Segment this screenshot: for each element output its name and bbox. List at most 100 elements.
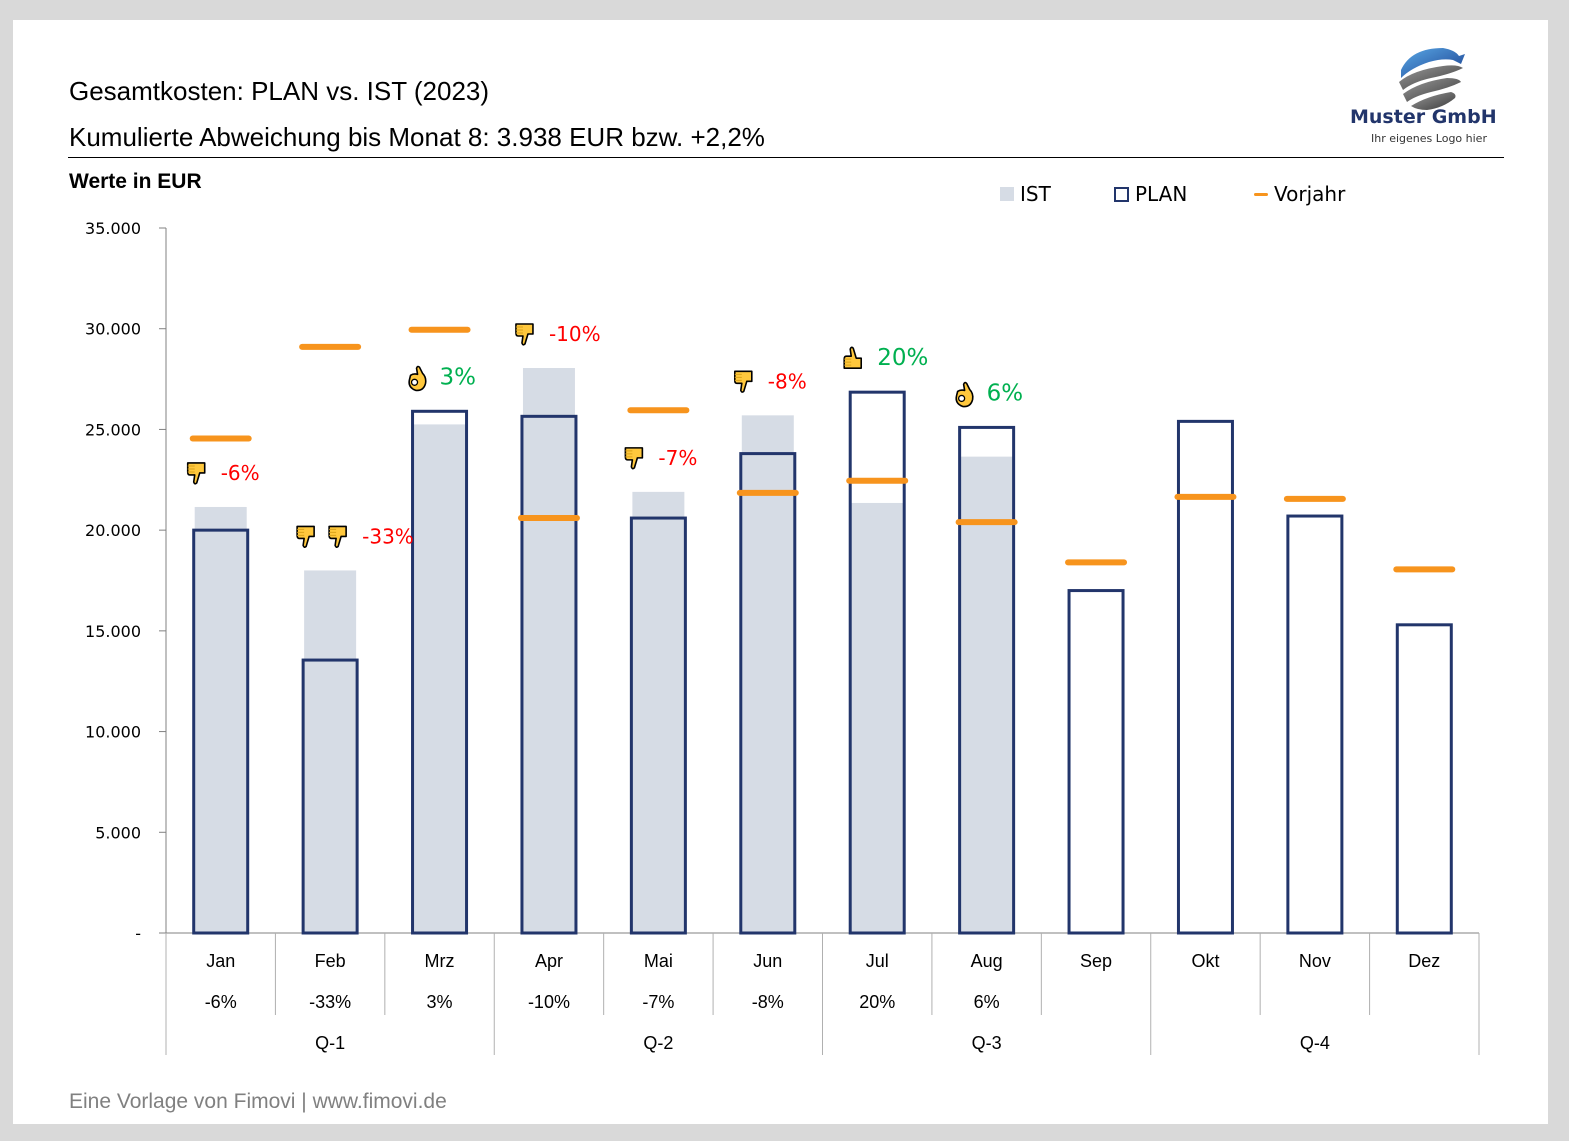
ok-hand-ring xyxy=(957,394,966,403)
y-tick-label: 35.000 xyxy=(85,219,141,238)
thumb-shape xyxy=(733,370,753,393)
x-month-label: Jan xyxy=(206,951,235,971)
thumbs-down-icon xyxy=(515,323,534,346)
deviation-percent-label: -10% xyxy=(549,322,601,346)
x-month-label: Feb xyxy=(315,951,346,971)
deviation-percent-label: -33% xyxy=(362,524,414,548)
thumb-finger-lines xyxy=(734,373,742,381)
legend-item-ist: IST xyxy=(1000,182,1051,206)
ist-bar xyxy=(304,570,357,933)
x-month-label: Apr xyxy=(535,951,563,971)
deviation-annotation: -33% xyxy=(296,524,414,549)
thumbs-down-icon xyxy=(186,462,206,485)
thumb-shape xyxy=(296,525,315,549)
unit-label: Werte in EUR xyxy=(69,170,202,193)
thumbs-down-icon xyxy=(624,447,644,470)
header-divider xyxy=(68,157,1504,158)
thumbs-down-icon xyxy=(296,525,315,549)
globe-swoosh-icon xyxy=(1399,48,1465,110)
y-tick-label: 10.000 xyxy=(85,723,141,742)
x-quarter-label: Q-3 xyxy=(972,1033,1002,1053)
thumb-finger-lines xyxy=(329,528,337,536)
plan-bar xyxy=(739,452,797,935)
thumbs-down-icon xyxy=(328,525,347,549)
ok-hand-shape xyxy=(408,365,427,392)
plan-bar xyxy=(411,409,469,935)
x-month-label: Nov xyxy=(1299,951,1331,971)
plan-bar xyxy=(1395,623,1453,935)
y-tick-label: 25.000 xyxy=(85,420,141,439)
deviation-annotation: 20% xyxy=(843,345,928,371)
plan-bar xyxy=(1067,589,1125,935)
ist-bar xyxy=(413,424,466,933)
plan-bar xyxy=(520,414,578,935)
ist-bar xyxy=(194,506,247,933)
x-month-label: Jun xyxy=(753,951,782,971)
x-deviation-label: -7% xyxy=(642,992,674,1012)
thumb-shape xyxy=(843,346,863,369)
ok-hand-shape xyxy=(955,381,974,408)
x-deviation-label: -8% xyxy=(752,992,784,1012)
legend-item-plan: PLAN xyxy=(1114,182,1187,206)
ok-hand-icon xyxy=(408,365,427,392)
thumb-shape xyxy=(515,323,534,346)
deviation-percent-label: -7% xyxy=(658,446,697,470)
thumbs-down-icon xyxy=(733,370,753,393)
deviation-annotation: -10% xyxy=(515,322,601,346)
deviation-percent-label: -6% xyxy=(221,461,260,485)
thumbs-up-icon xyxy=(843,346,863,369)
ist-bar xyxy=(522,367,575,933)
ok-hand-ring xyxy=(410,378,419,386)
dash-icon xyxy=(1254,192,1268,196)
x-deviation-label: 20% xyxy=(859,992,895,1012)
thumb-finger-lines xyxy=(515,326,523,334)
deviation-annotation: -6% xyxy=(186,461,260,485)
legend-label-vorjahr: Vorjahr xyxy=(1274,182,1346,206)
ist-bar xyxy=(960,456,1013,933)
deviation-annotation: 3% xyxy=(408,364,477,392)
logo-tagline: Ihr eigenes Logo hier xyxy=(1371,132,1487,145)
x-month-label: Mai xyxy=(644,951,673,971)
thumb-shape xyxy=(624,447,644,470)
plan-bar xyxy=(958,425,1016,935)
y-tick-label: - xyxy=(135,924,141,943)
deviation-annotation: -7% xyxy=(624,446,697,470)
y-tick-label: 5.000 xyxy=(95,823,141,842)
x-deviation-label: -10% xyxy=(528,992,570,1012)
logo-company-name: Muster GmbH xyxy=(1350,106,1497,128)
deviation-annotation: -8% xyxy=(733,369,807,393)
x-month-label: Dez xyxy=(1408,951,1440,971)
x-month-label: Sep xyxy=(1080,951,1112,971)
plan-vs-ist-chart: - 5.000 10.000 15.000 20.000 25.000 30.000 35.0… xyxy=(85,219,1480,1055)
legend-label-plan: PLAN xyxy=(1135,182,1188,206)
plan-bar xyxy=(1286,514,1344,935)
x-deviation-label: -33% xyxy=(309,992,351,1012)
ok-hand-icon xyxy=(955,381,974,408)
ist-bar xyxy=(632,491,685,933)
filled-square-icon xyxy=(1000,187,1014,201)
y-tick-label: 15.000 xyxy=(85,622,141,641)
deviation-percent-label: 3% xyxy=(440,364,477,390)
plan-bar xyxy=(301,658,359,935)
chart-subtitle: Kumulierte Abweichung bis Monat 8: 3.938… xyxy=(69,122,765,152)
thumb-finger-lines xyxy=(844,358,852,366)
deviation-annotation: 6% xyxy=(955,380,1024,408)
ist-bar xyxy=(741,415,794,933)
legend-label-ist: IST xyxy=(1020,182,1051,206)
x-deviation-label: 3% xyxy=(427,992,453,1012)
thumb-shape xyxy=(328,525,347,549)
thumb-finger-lines xyxy=(625,450,633,458)
deviation-percent-label: -8% xyxy=(768,369,807,393)
legend-item-vorjahr: Vorjahr xyxy=(1254,182,1345,206)
report-page: Gesamtkosten: PLAN vs. IST (2023) Kumuli… xyxy=(13,20,1548,1124)
deviation-percent-label: 6% xyxy=(987,380,1024,406)
x-month-label: Jul xyxy=(866,951,889,971)
x-deviation-label: -6% xyxy=(205,992,237,1012)
x-quarter-label: Q-1 xyxy=(315,1033,345,1053)
outlined-square-icon xyxy=(1114,186,1129,202)
x-month-label: Aug xyxy=(971,951,1003,971)
thumb-finger-lines xyxy=(297,528,305,536)
thumb-shape xyxy=(186,462,206,485)
chart-title: Gesamtkosten: PLAN vs. IST (2023) xyxy=(69,76,490,106)
deviation-percent-label: 20% xyxy=(877,345,928,371)
